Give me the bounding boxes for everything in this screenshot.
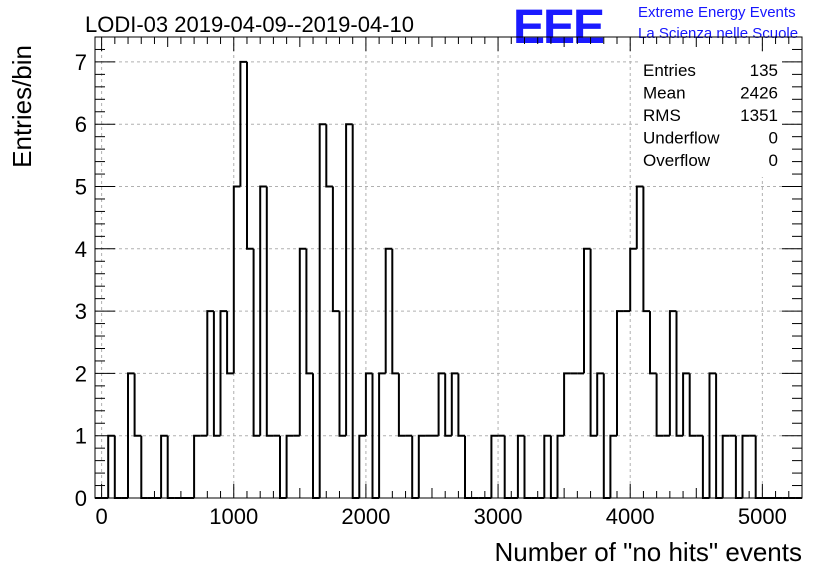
- stats-value: 135: [750, 61, 778, 80]
- histogram-bin: [345, 123, 353, 436]
- histogram-bin: [193, 434, 201, 498]
- stats-label: Underflow: [643, 129, 720, 148]
- eee-logo: EEE Extreme Energy Events La Scienza nel…: [513, 1, 798, 54]
- chart-title: LODI-03 2019-04-09--2019-04-10: [85, 12, 414, 37]
- histogram-bin: [629, 247, 637, 312]
- histogram-bin: [609, 434, 617, 498]
- histogram-bin: [457, 373, 465, 437]
- histogram-bin: [133, 373, 142, 437]
- histogram-bin: [563, 372, 571, 436]
- histogram-bin: [635, 185, 644, 249]
- stats-value: 0: [769, 151, 778, 170]
- stats-label: RMS: [643, 106, 681, 125]
- logo-mark: EEE: [513, 1, 604, 54]
- histogram-bin: [668, 310, 677, 436]
- histogram-bin: [616, 310, 624, 436]
- x-tick-label: 3000: [474, 504, 523, 529]
- y-tick-label: 4: [75, 237, 87, 262]
- histogram-bin: [675, 311, 684, 437]
- histogram-bin: [516, 434, 525, 498]
- stats-label: Overflow: [643, 151, 711, 170]
- histogram-bin: [378, 372, 386, 498]
- histogram-bin: [285, 434, 294, 498]
- histogram-bin: [318, 123, 327, 498]
- x-tick-label: 4000: [606, 504, 655, 529]
- histogram-bin: [688, 373, 697, 437]
- histogram-bin: [437, 372, 446, 436]
- histogram-bin: [543, 434, 551, 498]
- x-tick-label: 2000: [341, 504, 390, 529]
- y-tick-label: 7: [75, 50, 87, 75]
- y-tick-labels: 0 1 2 3 4 5 6 7: [75, 50, 87, 511]
- y-tick-label: 0: [75, 486, 87, 511]
- histogram-bin: [206, 310, 214, 436]
- x-tick-label: 1000: [209, 504, 258, 529]
- histogram-bin: [384, 247, 393, 374]
- histogram-bin: [596, 372, 604, 436]
- histogram-bin: [298, 247, 307, 436]
- histogram-bin: [338, 311, 347, 437]
- histogram-bin: [655, 373, 664, 437]
- axis-ticks: [95, 37, 802, 499]
- histogram-bin: [708, 372, 717, 498]
- stats-box: Entries 135 Mean 2426 RMS 1351 Underflow 0 Overf…: [638, 53, 782, 177]
- y-tick-label: 3: [75, 299, 87, 324]
- histogram-bin: [649, 311, 657, 375]
- x-axis-label: Number of "no hits" events: [495, 537, 803, 567]
- y-tick-label: 1: [75, 424, 87, 449]
- histogram-bin: [325, 124, 333, 188]
- histogram-bin: [364, 372, 373, 436]
- y-axis-label: Entries/bin: [7, 45, 37, 168]
- histogram-bin: [265, 186, 274, 437]
- histogram-bin: [682, 372, 690, 436]
- histogram-bin: [450, 372, 459, 436]
- histogram-bin: [417, 434, 426, 498]
- histogram-bin: [212, 311, 221, 437]
- histogram-bin: [583, 247, 591, 374]
- histogram-bin: [642, 186, 650, 313]
- histogram-bin: [259, 185, 267, 436]
- histogram-bin: [232, 185, 241, 374]
- histogram-bin: [226, 311, 234, 375]
- histogram-bin: [391, 248, 399, 375]
- histogram-bin: [252, 248, 261, 437]
- stats-box-background: [638, 53, 782, 177]
- logo-line-2: La Scienza nelle Scuole: [638, 25, 798, 42]
- histogram-bin: [741, 434, 750, 498]
- histogram-bin: [589, 248, 598, 437]
- stats-label: Mean: [643, 84, 686, 103]
- histogram-bin: [331, 186, 340, 313]
- y-tick-label: 5: [75, 175, 87, 200]
- histogram-bin: [246, 61, 254, 250]
- histogram-bin: [721, 434, 730, 498]
- histogram-bin: [444, 373, 452, 437]
- histogram-bin: [160, 434, 168, 498]
- histogram-bin: [127, 372, 135, 498]
- histogram-bin: [239, 60, 247, 187]
- histogram-bin: [556, 434, 565, 498]
- stats-value: 0: [769, 129, 778, 148]
- histogram-bin: [305, 248, 313, 375]
- y-tick-label: 6: [75, 112, 87, 137]
- histogram-bin: [397, 373, 406, 437]
- plot-frame: [94, 36, 803, 499]
- stats-value: 2426: [740, 84, 778, 103]
- histogram-bin: [219, 310, 228, 436]
- histogram-bin: [490, 434, 499, 498]
- x-tick-labels: 0 1000 2000 3000 4000 5000: [95, 504, 786, 529]
- x-tick-label: 0: [95, 504, 107, 529]
- y-tick-label: 2: [75, 361, 87, 386]
- histogram-bin: [358, 434, 366, 498]
- logo-line-1: Extreme Energy Events: [638, 4, 796, 21]
- stats-value: 1351: [740, 106, 778, 125]
- stats-label: Entries: [643, 61, 696, 80]
- x-tick-label: 5000: [738, 504, 787, 529]
